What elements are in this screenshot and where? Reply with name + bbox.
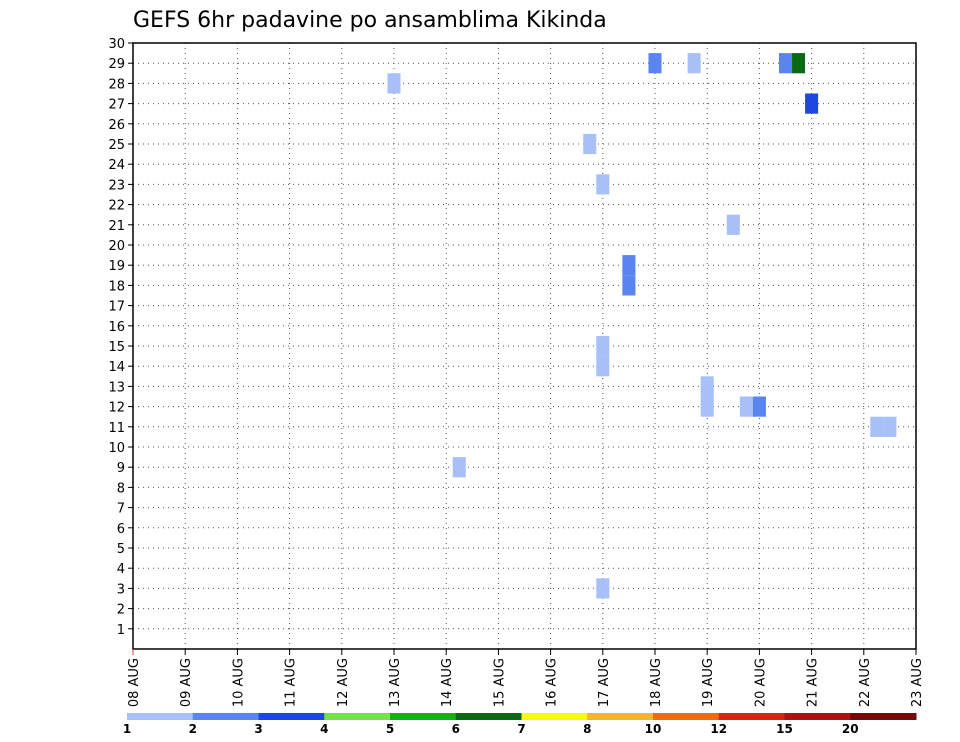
x-tick-label: 11 AUG [284, 658, 299, 707]
x-tick-label: 18 AUG [649, 658, 664, 707]
y-tick-label: 26 [108, 118, 125, 133]
colorbar-segment [258, 713, 325, 720]
x-tick-label: 08 AUG [127, 658, 142, 707]
precip-cell [596, 174, 610, 195]
y-tick-label: 6 [117, 522, 125, 537]
x-tick-label: 15 AUG [492, 658, 507, 707]
precip-cell [687, 53, 701, 74]
y-tick-label: 4 [117, 562, 125, 577]
y-tick-label: 17 [108, 300, 125, 315]
precip-cell [739, 396, 753, 417]
y-tick-label: 22 [108, 199, 125, 214]
y-tick-label: 30 [108, 37, 125, 52]
colorbar-segment [850, 713, 917, 720]
y-tick-label: 23 [108, 178, 125, 193]
y-tick-label: 21 [108, 219, 125, 234]
y-tick-label: 13 [108, 380, 125, 395]
colorbar-label: 7 [517, 722, 525, 736]
y-tick-label: 10 [108, 441, 125, 456]
precip-cell [622, 255, 636, 276]
precip-cell [387, 73, 401, 94]
y-tick-label: 7 [117, 502, 125, 517]
y-tick-label: 28 [108, 77, 125, 92]
y-tick-label: 1 [117, 623, 125, 638]
y-tick-label: 29 [108, 57, 125, 72]
colorbar-label: 15 [776, 722, 793, 736]
precip-cell [883, 416, 897, 437]
colorbar: 1 2 3 4 5 6 7 8 10 12 15 20 [123, 713, 917, 736]
precip-cell [596, 356, 610, 377]
y-tick-label: 11 [108, 421, 125, 436]
y-axis-ticks: 1234567891011121314151617181920212223242… [108, 37, 133, 638]
colorbar-label: 5 [386, 722, 394, 736]
colorbar-segment [587, 713, 654, 720]
precip-cell [805, 93, 819, 114]
colorbar-label: 8 [583, 722, 591, 736]
y-tick-label: 3 [117, 582, 125, 597]
colorbar-segment [653, 713, 720, 720]
y-tick-label: 18 [108, 279, 125, 294]
precip-cell [752, 396, 766, 417]
y-tick-label: 20 [108, 239, 125, 254]
colorbar-label: 6 [452, 722, 460, 736]
y-tick-label: 19 [108, 259, 125, 274]
y-tick-label: 16 [108, 320, 125, 335]
colorbar-segment [521, 713, 588, 720]
grid-lines [133, 42, 916, 649]
precip-cell [792, 53, 806, 74]
precip-cell [596, 578, 610, 599]
y-tick-label: 27 [108, 98, 125, 113]
x-tick-label: 13 AUG [388, 658, 403, 707]
precip-cell [596, 335, 610, 357]
precip-cell [778, 53, 793, 74]
x-tick-label: 09 AUG [179, 658, 194, 707]
precip-cell [726, 214, 740, 235]
colorbar-segment [455, 713, 522, 720]
precip-cell [648, 53, 662, 74]
colorbar-segment [718, 713, 785, 720]
y-tick-label: 12 [108, 401, 125, 416]
x-tick-label: 12 AUG [336, 658, 351, 707]
colorbar-segment [784, 713, 851, 720]
x-tick-label: 17 AUG [597, 658, 612, 707]
x-tick-label: 16 AUG [545, 658, 560, 707]
precip-cell [700, 376, 714, 397]
x-tick-label: 23 AUG [910, 658, 925, 707]
precip-cell [583, 133, 597, 155]
colorbar-segment [192, 713, 259, 720]
colorbar-segment [127, 713, 194, 720]
x-axis-ticks: 08 AUG 09 AUG 10 AUG 11 AUG 12 AUG 13 AUG 14 A… [127, 649, 925, 707]
precip-cells [387, 53, 897, 599]
colorbar-segment [390, 713, 457, 720]
x-tick-label: 14 AUG [440, 658, 455, 707]
precip-cell [622, 275, 636, 296]
y-tick-label: 24 [108, 158, 125, 173]
colorbar-label: 3 [254, 722, 262, 736]
colorbar-segment [324, 713, 391, 720]
chart-title: GEFS 6hr padavine po ansamblima Kikinda [133, 8, 607, 33]
y-tick-label: 25 [108, 138, 125, 153]
y-tick-label: 2 [117, 603, 125, 618]
colorbar-label: 1 [123, 722, 131, 736]
colorbar-label: 12 [710, 722, 727, 736]
x-tick-label: 10 AUG [231, 658, 246, 707]
x-tick-label: 21 AUG [806, 658, 821, 707]
precip-cell [700, 396, 714, 417]
colorbar-label: 10 [645, 722, 662, 736]
colorbar-label: 2 [189, 722, 197, 736]
precip-cell [870, 416, 884, 437]
colorbar-label: 4 [320, 722, 328, 736]
y-tick-label: 9 [117, 461, 125, 476]
y-tick-label: 14 [108, 360, 125, 375]
x-tick-label: 19 AUG [701, 658, 716, 707]
y-tick-label: 8 [117, 481, 125, 496]
y-tick-label: 15 [108, 340, 125, 355]
precip-cell [452, 457, 466, 478]
x-tick-label: 20 AUG [753, 658, 768, 707]
y-tick-label: 5 [117, 542, 125, 557]
x-tick-label: 22 AUG [858, 658, 873, 707]
colorbar-label: 20 [842, 722, 859, 736]
